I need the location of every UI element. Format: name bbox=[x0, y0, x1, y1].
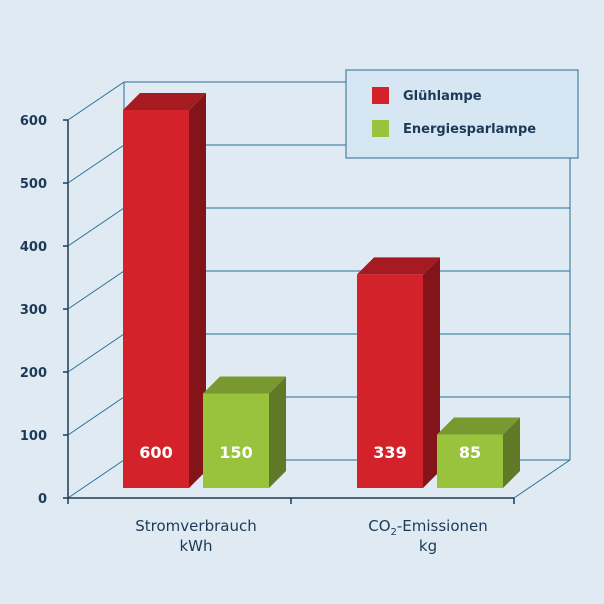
bar-front bbox=[437, 434, 503, 488]
y-tick-label-4: 400 bbox=[20, 240, 47, 255]
bar-energiesparlampe-0: 150 bbox=[203, 376, 286, 488]
gridline-side-6 bbox=[67, 81, 125, 121]
bar-top bbox=[203, 376, 286, 394]
bars: 600 150 339 85 bbox=[123, 93, 520, 488]
x-category-label-0: Stromverbrauch bbox=[135, 517, 256, 535]
bar-value-label: 600 bbox=[139, 443, 172, 462]
gridline-side-5 bbox=[67, 144, 125, 184]
legend-swatch-gluehlampe bbox=[372, 87, 389, 104]
x-category-unit-1: kg bbox=[419, 537, 437, 555]
y-tick-label-3: 300 bbox=[20, 303, 47, 318]
x-category-unit-0: kWh bbox=[179, 537, 212, 555]
bar-front bbox=[203, 393, 269, 488]
y-tick-label-0: 0 bbox=[38, 492, 47, 507]
gridline-side-0 bbox=[67, 459, 125, 499]
bar-gluehlampe-1: 339 bbox=[357, 257, 440, 488]
legend-box bbox=[345, 69, 579, 159]
bar-side bbox=[189, 93, 206, 488]
legend-label-gluehlampe: Glühlampe bbox=[403, 89, 482, 104]
bar-side bbox=[503, 417, 520, 488]
legend-swatch-energiesparlampe bbox=[372, 120, 389, 137]
gridline-side-2 bbox=[67, 333, 125, 373]
floor-right-edge bbox=[513, 459, 571, 499]
gridline-side-3 bbox=[67, 270, 125, 310]
y-tick-label-2: 200 bbox=[20, 366, 47, 381]
bar-value-label: 150 bbox=[219, 443, 252, 462]
bar-energiesparlampe-1: 85 bbox=[437, 417, 520, 488]
gridline-side-4 bbox=[67, 207, 125, 247]
bar-top bbox=[437, 417, 520, 435]
legend-label-energiesparlampe: Energiesparlampe bbox=[403, 122, 536, 137]
bar-side bbox=[423, 257, 440, 488]
x-category-label-1: CO2-Emissionen bbox=[368, 517, 488, 538]
bar-front bbox=[357, 274, 423, 488]
bar-top bbox=[123, 93, 206, 110]
y-tick-label-6: 600 bbox=[20, 114, 47, 129]
y-tick-label-1: 100 bbox=[20, 429, 47, 444]
bar-side bbox=[269, 376, 286, 488]
y-tick-label-5: 500 bbox=[20, 177, 47, 192]
y-axis-ticks: 0 100 200 300 400 500 600 bbox=[20, 114, 47, 507]
bar-value-label: 339 bbox=[373, 443, 406, 462]
gridline-side-1 bbox=[67, 396, 125, 436]
bar-value-label: 85 bbox=[459, 443, 481, 462]
bar-top bbox=[357, 257, 440, 275]
bar-front bbox=[123, 110, 189, 488]
legend: Glühlampe Energiesparlampe bbox=[345, 69, 579, 159]
bar-gluehlampe-0: 600 bbox=[123, 93, 206, 488]
